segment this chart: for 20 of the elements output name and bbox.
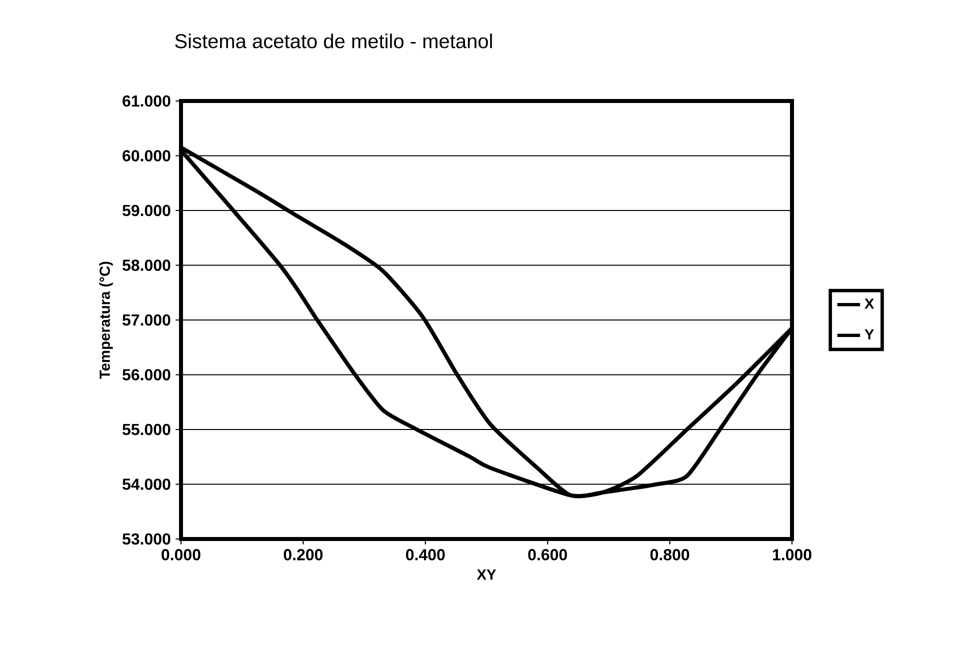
y-tick-label: 61.000 [122, 95, 170, 107]
y-tick-label: 54.000 [122, 478, 170, 490]
y-tick-label: 58.000 [122, 260, 170, 271]
legend-label: X [864, 298, 874, 309]
y-axis-title: Temperatura (°C) [99, 262, 113, 379]
x-tick-label: 0.800 [650, 549, 690, 560]
y-tick-label: 53.000 [122, 533, 170, 545]
y-tick-label: 56.000 [122, 369, 170, 380]
legend-label: Y [864, 329, 874, 340]
chart-title: Sistema acetato de metilo - metanol [175, 34, 492, 48]
x-tick-label: 0.400 [406, 549, 445, 560]
y-tick-label: 55.000 [122, 424, 170, 436]
x-tick-label: 0.000 [162, 549, 200, 560]
y-tick-label: 59.000 [122, 204, 170, 216]
x-tick-label: 0.200 [284, 549, 323, 560]
y-tick-label: 57.000 [122, 314, 170, 326]
x-axis-title: XY [476, 570, 496, 580]
x-tick-label: 1.000 [772, 549, 812, 560]
x-tick-label: 0.600 [528, 549, 567, 560]
y-tick-label: 60.000 [122, 150, 170, 162]
